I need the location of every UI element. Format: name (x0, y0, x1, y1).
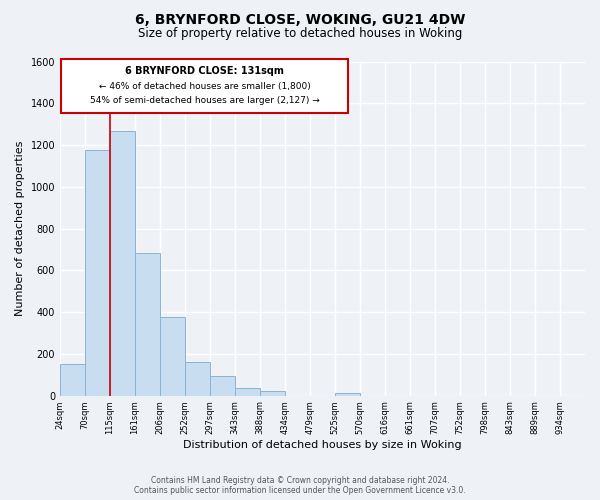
Text: 6, BRYNFORD CLOSE, WOKING, GU21 4DW: 6, BRYNFORD CLOSE, WOKING, GU21 4DW (135, 12, 465, 26)
Text: 54% of semi-detached houses are larger (2,127) →: 54% of semi-detached houses are larger (… (89, 96, 319, 106)
Bar (160, 318, 185, 396)
Text: Size of property relative to detached houses in Woking: Size of property relative to detached ho… (138, 28, 462, 40)
Bar (260, 391, 285, 396)
Text: 6 BRYNFORD CLOSE: 131sqm: 6 BRYNFORD CLOSE: 131sqm (125, 66, 284, 76)
Text: ← 46% of detached houses are smaller (1,800): ← 46% of detached houses are smaller (1,… (98, 82, 310, 90)
Text: Contains HM Land Registry data © Crown copyright and database right 2024.
Contai: Contains HM Land Registry data © Crown c… (134, 476, 466, 495)
Bar (335, 394, 360, 396)
Bar (60, 364, 85, 396)
FancyBboxPatch shape (61, 60, 347, 112)
Bar (185, 362, 210, 396)
Bar (135, 252, 160, 396)
Bar (85, 150, 110, 396)
Bar (110, 132, 135, 396)
X-axis label: Distribution of detached houses by size in Woking: Distribution of detached houses by size … (183, 440, 462, 450)
Bar (210, 376, 235, 396)
Bar (235, 388, 260, 396)
Y-axis label: Number of detached properties: Number of detached properties (15, 141, 25, 316)
